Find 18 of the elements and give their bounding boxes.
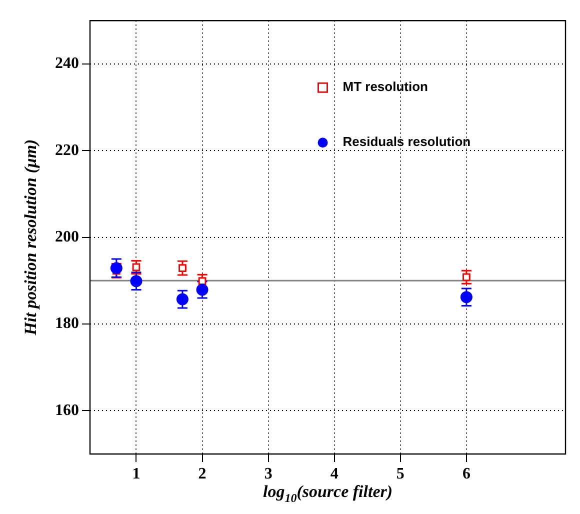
y-tick-label: 240 — [55, 55, 79, 72]
point — [176, 293, 188, 306]
x-tick-label: 1 — [132, 466, 140, 483]
x-tick-label: 6 — [462, 466, 470, 483]
y-tick-label: 160 — [55, 402, 79, 419]
y-tick-label: 180 — [55, 315, 79, 332]
y-tick-label: 200 — [55, 228, 79, 246]
legend-label: MT resolution — [342, 79, 428, 94]
y-axis-title: Hit position resolution (μm) — [21, 139, 40, 336]
point — [110, 262, 122, 274]
point — [130, 275, 142, 288]
point — [460, 291, 472, 304]
x-tick-label: 3 — [264, 466, 272, 483]
legend-label: Residuals resolution — [342, 134, 471, 150]
x-tick-label: 2 — [198, 466, 206, 483]
x-tick-label: 4 — [330, 466, 338, 483]
x-tick-label: 5 — [396, 466, 404, 483]
y-tick-label: 220 — [55, 142, 79, 159]
